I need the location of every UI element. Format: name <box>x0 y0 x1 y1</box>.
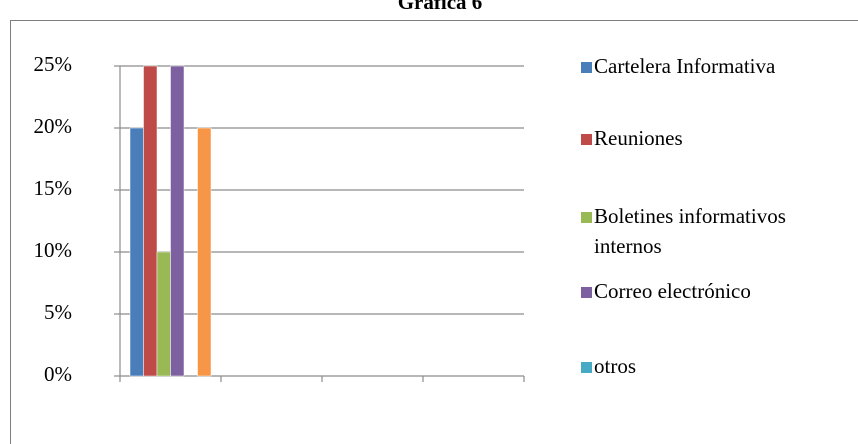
legend-swatch <box>581 362 592 373</box>
legend-line: Boletines informativos <box>594 204 786 228</box>
y-tick-label: 10% <box>34 238 73 262</box>
bar <box>197 127 212 377</box>
chart-title: Gráfica 6 <box>398 0 483 14</box>
bar <box>156 251 171 377</box>
bar <box>129 127 144 377</box>
legend-swatch <box>581 287 592 298</box>
y-tick-label: 25% <box>34 52 73 76</box>
legend-label: Correo electrónico <box>594 279 751 303</box>
legend-label: Boletines informativos internos <box>594 204 786 258</box>
legend-swatch <box>581 134 592 145</box>
y-tick-label: 15% <box>34 176 73 200</box>
bar <box>143 65 158 377</box>
legend-label: Cartelera Informativa <box>594 54 776 78</box>
y-tick-label: 5% <box>44 300 72 324</box>
legend-label: otros <box>594 354 636 378</box>
legend-swatch <box>581 212 592 223</box>
legend-swatch <box>581 62 592 73</box>
legend-line: internos <box>594 234 662 258</box>
bar <box>170 65 185 377</box>
y-tick-label: 20% <box>34 114 73 138</box>
legend-label: Reuniones <box>594 126 683 150</box>
y-tick-label: 0% <box>44 362 72 386</box>
chart-frame <box>10 20 858 444</box>
